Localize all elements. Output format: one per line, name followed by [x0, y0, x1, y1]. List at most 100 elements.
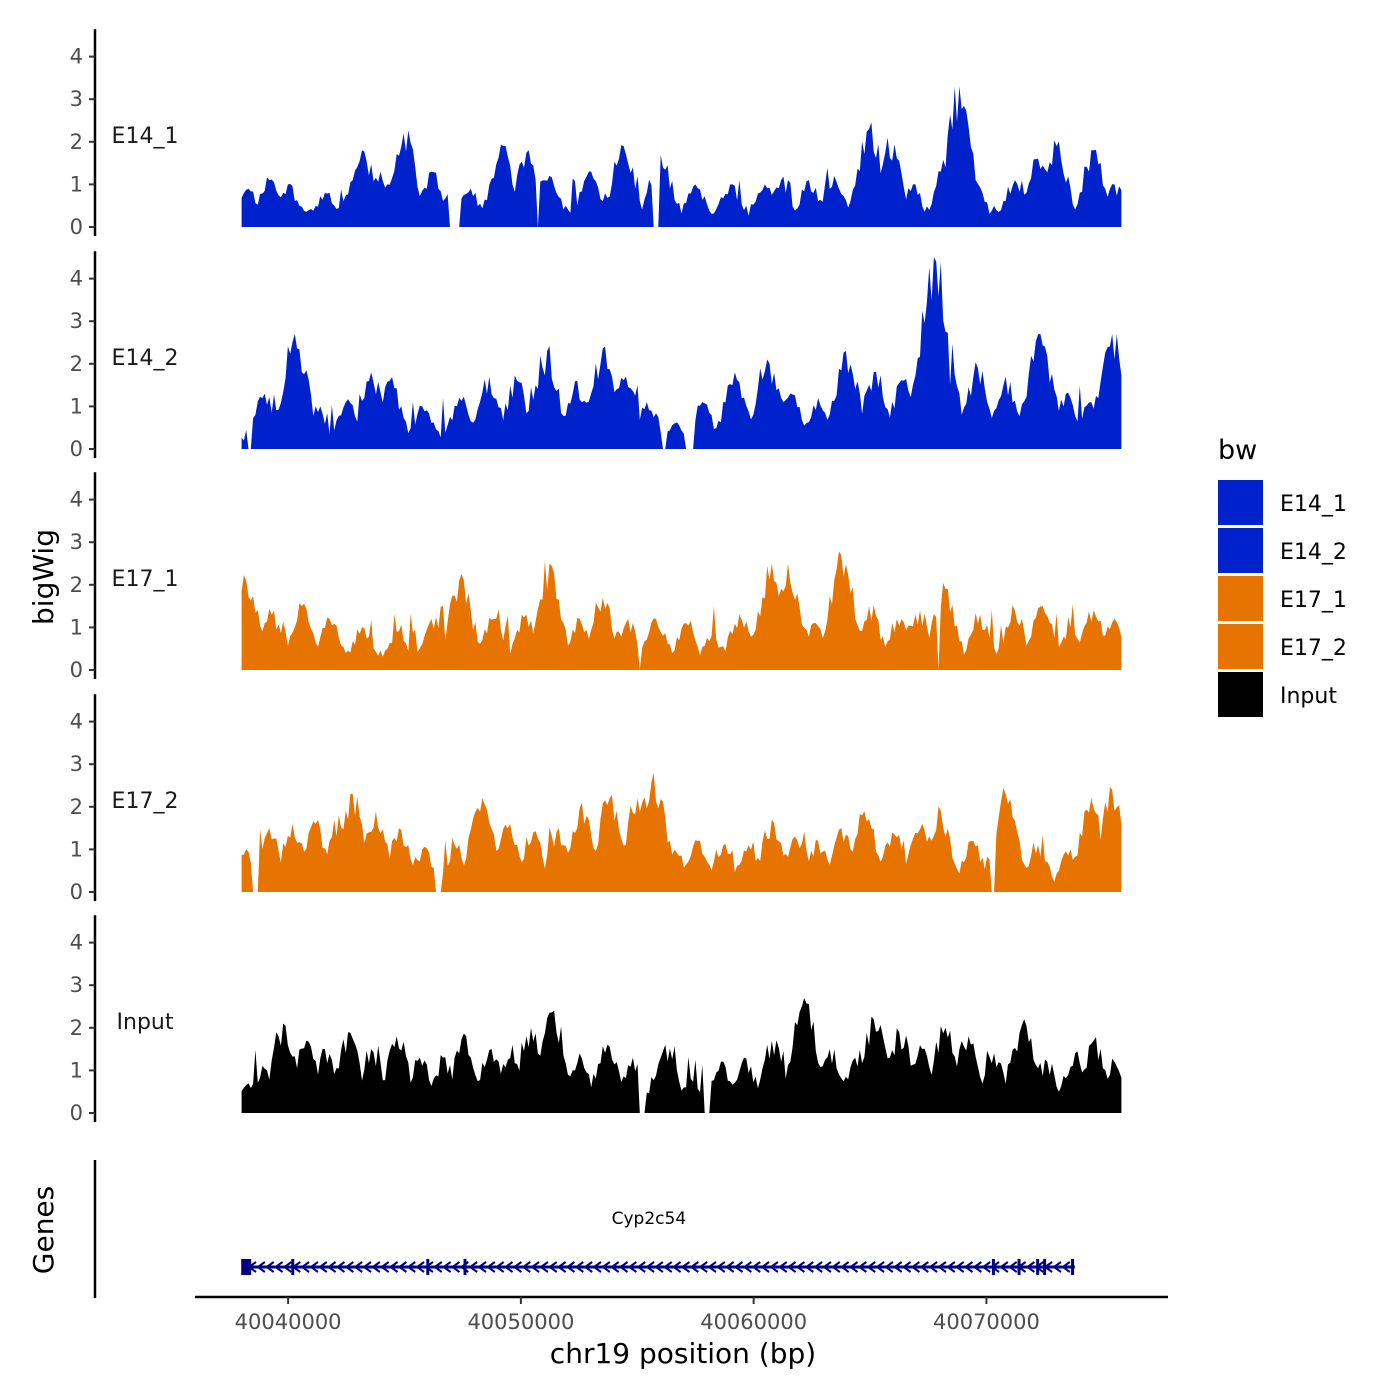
y-tick-label: 3: [70, 87, 83, 111]
strand-arrow: [530, 1261, 540, 1273]
strand-arrow: [910, 1261, 921, 1273]
track-e17-2: 0 1 2 3 4 E17_2: [70, 694, 1122, 904]
x-tick-label: 40060000: [700, 1310, 807, 1334]
y-tick-label: 2: [70, 1016, 83, 1040]
strand-arrow: [265, 1261, 275, 1273]
strand-arrow: [760, 1261, 770, 1273]
legend-label: E14_2: [1280, 540, 1347, 565]
strand-arrow: [618, 1261, 629, 1273]
strand-arrow: [707, 1261, 717, 1273]
y-tick-label: 1: [70, 837, 83, 861]
strand-arrow: [627, 1261, 637, 1273]
strand-arrow: [282, 1261, 292, 1273]
legend-swatch-input: [1218, 672, 1263, 717]
signal-area-e14-2: [241, 257, 1122, 449]
signal-area-input: [241, 998, 1122, 1113]
strand-arrow: [831, 1261, 841, 1273]
strand-arrow: [273, 1261, 284, 1273]
legend-label: E14_1: [1280, 492, 1347, 517]
strand-arrow: [601, 1261, 611, 1273]
strand-arrow: [645, 1261, 655, 1273]
strand-arrow: [866, 1261, 876, 1273]
strand-arrow: [565, 1261, 576, 1273]
track-e14-1: 0 1 2 3 4 E14_1: [70, 29, 1122, 239]
strand-arrow: [521, 1261, 531, 1273]
strand-arrow: [1061, 1261, 1071, 1273]
x-axis-title: chr19 position (bp): [550, 1337, 816, 1370]
strand-arrow: [574, 1261, 584, 1273]
strand-arrow: [884, 1261, 894, 1273]
track-label: E14_1: [112, 124, 179, 149]
y-tick-label: 0: [70, 880, 83, 904]
signal-area-e14-1: [241, 86, 1122, 228]
y-tick-label: 4: [70, 267, 83, 291]
strand-arrow: [309, 1261, 319, 1273]
strand-arrow: [972, 1261, 982, 1273]
strand-arrow: [724, 1261, 735, 1273]
x-tick-label: 40070000: [933, 1310, 1040, 1334]
strand-arrow: [318, 1261, 328, 1273]
strand-arrow: [592, 1261, 602, 1273]
legend-label: E17_1: [1280, 588, 1347, 613]
gene-track: [93, 1160, 1075, 1298]
exon: [426, 1259, 430, 1275]
strand-arrow: [698, 1261, 708, 1273]
y-tick-label: 0: [70, 215, 83, 239]
legend-label: E17_2: [1280, 636, 1347, 661]
y-tick-label: 3: [70, 973, 83, 997]
strand-arrow: [539, 1261, 549, 1273]
strand-arrow: [813, 1261, 823, 1273]
strand-arrow: [954, 1261, 965, 1273]
y-tick-label: 3: [70, 752, 83, 776]
genes-axis-title: Genes: [27, 1186, 60, 1274]
strand-arrow: [503, 1261, 514, 1273]
y-tick-label: 1: [70, 1058, 83, 1082]
strand-arrow: [654, 1261, 664, 1273]
strand-arrow: [928, 1261, 938, 1273]
y-tick-label: 4: [70, 931, 83, 955]
strand-arrow: [326, 1261, 337, 1273]
signal-area-e17-2: [241, 772, 1122, 892]
x-axis: 40040000 40050000 40060000 40070000: [195, 1295, 1168, 1334]
track-label: E14_2: [112, 346, 179, 371]
y-tick-label: 2: [70, 130, 83, 154]
strand-arrow: [839, 1261, 850, 1273]
y-tick-label: 3: [70, 530, 83, 554]
strand-arrow: [636, 1261, 646, 1273]
strand-arrow: [937, 1261, 947, 1273]
strand-arrow: [981, 1261, 991, 1273]
strand-arrow: [822, 1261, 832, 1273]
strand-arrow: [963, 1261, 974, 1273]
strand-arrow: [486, 1261, 496, 1273]
strand-arrow: [300, 1261, 310, 1273]
strand-arrow: [609, 1261, 620, 1273]
legend-swatch-e17-2: [1218, 624, 1263, 669]
strand-arrow: [786, 1261, 797, 1273]
track-e14-2: 0 1 2 3 4 E14_2: [70, 251, 1122, 461]
strand-arrow: [901, 1261, 912, 1273]
strand-arrow: [379, 1261, 390, 1273]
exon: [1036, 1259, 1040, 1275]
legend-swatch-e14-2: [1218, 528, 1263, 573]
exon: [1043, 1259, 1047, 1275]
exon: [1071, 1259, 1075, 1275]
strand-arrow: [804, 1261, 814, 1273]
strand-arrow: [415, 1261, 425, 1273]
x-tick-label: 40050000: [467, 1310, 574, 1334]
track-label: E17_1: [112, 567, 179, 592]
strand-arrow: [1052, 1261, 1062, 1273]
strand-arrow: [671, 1261, 682, 1273]
y-tick-label: 2: [70, 795, 83, 819]
strand-arrow: [583, 1261, 593, 1273]
strand-arrow: [857, 1261, 867, 1273]
strand-arrow: [424, 1261, 434, 1273]
strand-arrow: [353, 1261, 363, 1273]
strand-arrow: [919, 1261, 929, 1273]
y-tick-label: 2: [70, 352, 83, 376]
strand-arrow: [512, 1261, 522, 1273]
exon: [1017, 1259, 1021, 1275]
gene-label: Cyp2c54: [612, 1209, 687, 1229]
strand-arrow: [406, 1261, 416, 1273]
y-tick-label: 1: [70, 394, 83, 418]
